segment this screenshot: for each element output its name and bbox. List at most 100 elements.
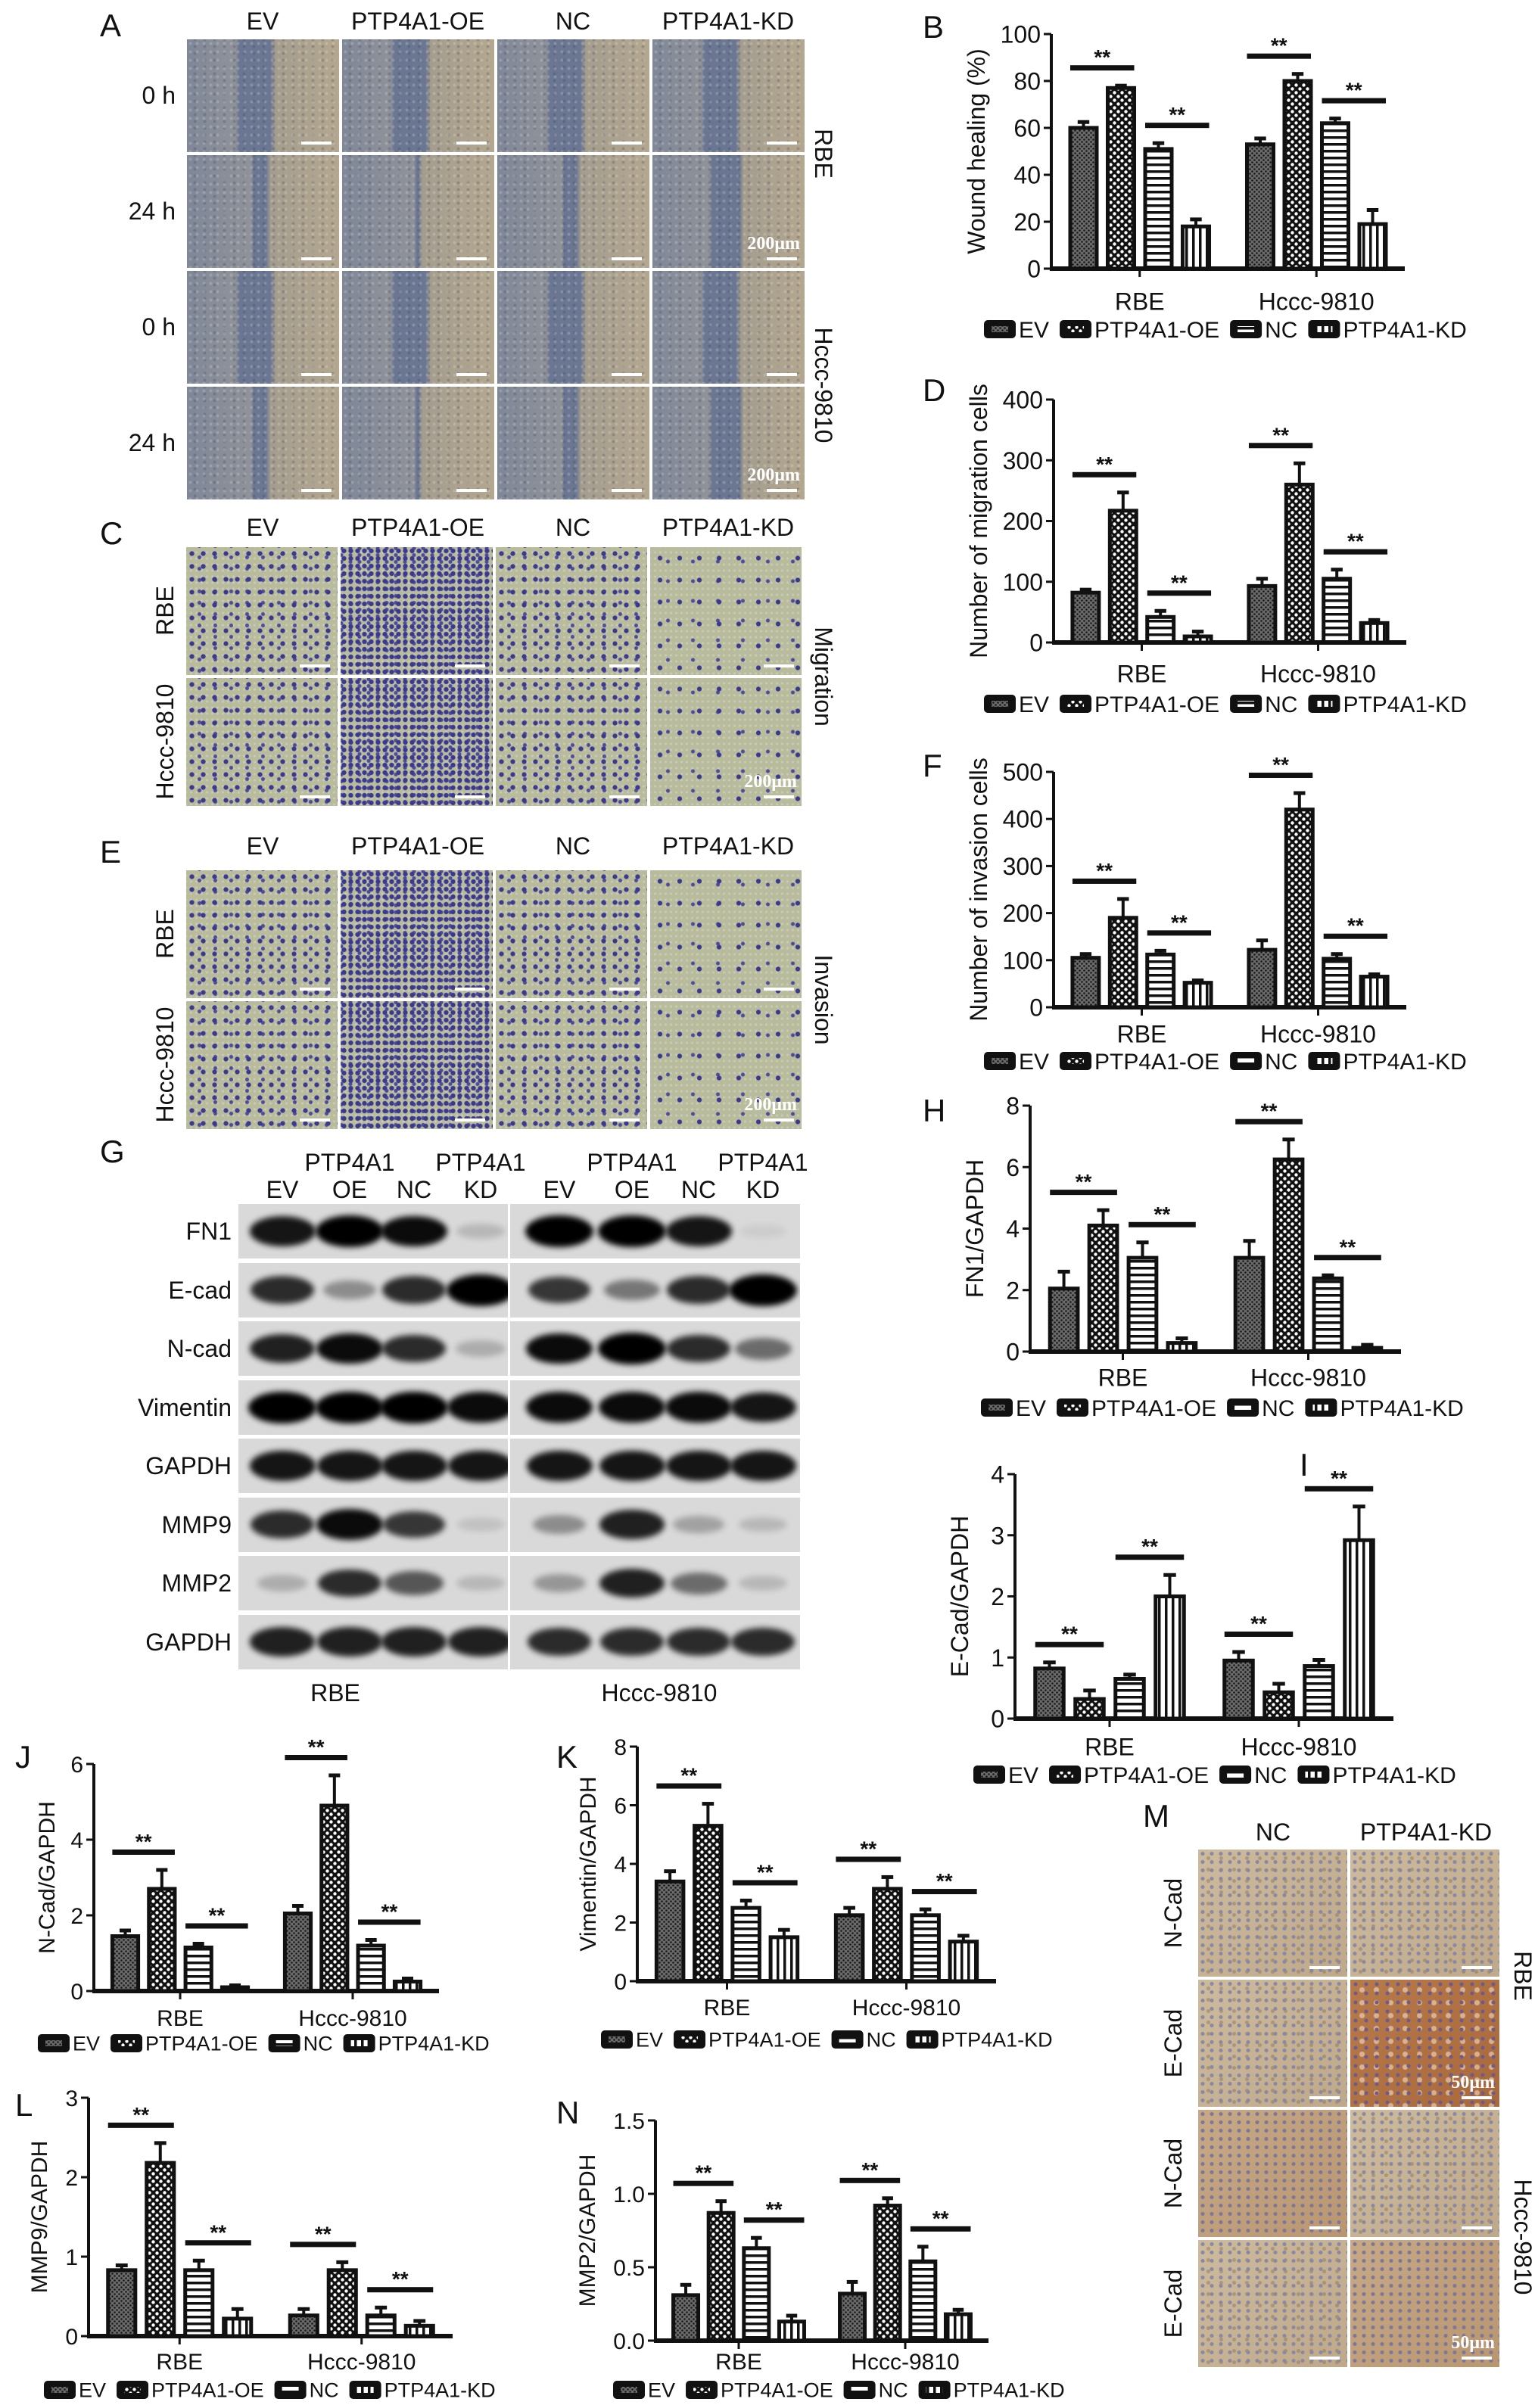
scale-bar-label: 200μm	[744, 1095, 797, 1115]
significance-label: **	[1094, 45, 1110, 69]
significance-bracket	[1147, 590, 1212, 596]
cell-line-label: Hccc-9810	[810, 327, 837, 443]
wound-image: 200μm	[652, 155, 805, 268]
category-label: Hccc-9810	[307, 2350, 416, 2375]
scale-bar	[456, 489, 487, 492]
wound-image	[497, 387, 649, 499]
stain-label: N-Cad	[1160, 2138, 1187, 2209]
legend-label: PTP4A1-OE	[151, 2379, 264, 2402]
significance-bracket	[358, 1919, 421, 1925]
bar-nc	[1322, 957, 1353, 1010]
legend-label: PTP4A1-OE	[1094, 692, 1219, 717]
y-tick-label: 100	[1003, 947, 1043, 974]
legend-label: PTP4A1-OE	[1094, 1050, 1219, 1075]
protein-band	[525, 1215, 593, 1247]
bar-ev	[110, 1934, 141, 1993]
bar-ptp4a1-kd	[1180, 224, 1212, 271]
legend-label: NC	[879, 2379, 908, 2402]
lane-label: KD	[746, 1176, 780, 1203]
protein-band	[599, 1568, 665, 1598]
wound-image	[497, 39, 649, 152]
blot-strip	[238, 1614, 508, 1669]
legend-label: PTP4A1-OE	[708, 2029, 821, 2052]
significance-label: **	[1272, 423, 1289, 446]
category-label: Hccc-9810	[852, 1996, 960, 2021]
protein-band	[251, 1276, 314, 1304]
bar-ptp4a1-oe	[1284, 482, 1315, 645]
wound-image	[342, 155, 494, 268]
scale-bar-label: 50μm	[1451, 2073, 1495, 2092]
significance-bracket	[1129, 1221, 1196, 1227]
bar-ptp4a1-oe	[1107, 916, 1138, 1010]
significance-label: **	[695, 2161, 711, 2185]
y-tick-label: 40	[1013, 162, 1041, 189]
significance-label: **	[1346, 79, 1362, 102]
scale-bar	[1462, 2357, 1492, 2360]
y-tick-label: 1	[991, 1644, 1004, 1672]
y-axis-label: Wound healing (%)	[963, 48, 990, 254]
ihc-image	[1198, 2110, 1347, 2237]
scale-bar	[1309, 2096, 1340, 2099]
protein-band	[673, 1516, 724, 1533]
chart-H: H 0 2 4 6 8 FN1/GAPDH RBE Hccc-9810 ** ** ** ** EV PTP…	[923, 1093, 1464, 1421]
column-header: EV	[246, 514, 279, 541]
protein-band	[248, 1391, 316, 1423]
scale-bar	[300, 664, 331, 667]
stain-label: E-Cad	[1160, 2008, 1187, 2078]
category-label: Hccc-9810	[1260, 661, 1376, 688]
significance-bracket	[1072, 471, 1137, 478]
protein-band	[250, 1333, 315, 1364]
ihc-image	[1350, 1850, 1499, 1977]
scale-bar	[764, 664, 794, 667]
chart-F: F 0 100 200 300 400 500 Number of invasion cell…	[923, 748, 1467, 1075]
blot-strip	[510, 1497, 800, 1552]
y-axis-label: E-Cad/GAPDH	[946, 1516, 973, 1677]
bar-ev	[1033, 1666, 1066, 1721]
legend-label: EV	[1016, 1396, 1046, 1421]
y-tick-label: 80	[1013, 68, 1041, 95]
transwell-image	[495, 1001, 647, 1129]
y-tick-label: 6	[1006, 1154, 1020, 1181]
significance-label: **	[1331, 1467, 1347, 1490]
category-label: RBE	[704, 1996, 751, 2021]
lane-label: NC	[680, 1176, 717, 1203]
significance-label: **	[1076, 1170, 1092, 1193]
protein-band	[667, 1334, 730, 1363]
protein-band	[456, 1517, 505, 1532]
protein-band	[382, 1334, 446, 1363]
significance-label: **	[308, 1735, 325, 1759]
bar-ptp4a1-oe	[1087, 1223, 1119, 1354]
transwell-image	[495, 678, 647, 806]
blot-strip	[510, 1439, 800, 1493]
chart-D: D 0 100 200 300 400 Number of migration cells R…	[923, 372, 1467, 717]
column-header: PTP4A1-OE	[350, 8, 485, 35]
row-label: 0 h	[142, 313, 176, 341]
legend-swatch-pattern	[1064, 1405, 1082, 1411]
category-label: RBE	[715, 2350, 762, 2375]
significance-bracket	[836, 1856, 901, 1862]
ihc-image	[1198, 1980, 1347, 2107]
chart-K: K 0 2 4 6 8 Vimentin/GAPDH RBE Hccc-9810 ** ** ** **…	[556, 1735, 1053, 2052]
legend-label: NC	[1265, 318, 1297, 343]
protein-band	[525, 1333, 593, 1364]
significance-bracket	[1069, 65, 1135, 71]
y-tick-label: 100	[1003, 568, 1043, 596]
protein-band	[456, 1340, 506, 1357]
significance-bracket	[1323, 549, 1388, 555]
y-tick-label: 4	[614, 1853, 627, 1878]
bar-ptp4a1-oe	[1107, 509, 1138, 645]
assay-label: Invasion	[810, 954, 837, 1045]
protein-band	[525, 1392, 593, 1423]
legend-swatch-pattern	[693, 2387, 711, 2393]
protein-band	[729, 1274, 797, 1306]
legend-swatch-pattern	[1238, 1058, 1255, 1064]
bar-ptp4a1-kd	[943, 2312, 973, 2343]
bar-ev	[1233, 1255, 1266, 1354]
y-tick-label: 0	[1029, 630, 1043, 657]
blot-strip	[238, 1204, 508, 1258]
significance-bracket	[1304, 1486, 1374, 1492]
y-axis-label: Number of invasion cells	[965, 758, 992, 1022]
wound-image	[187, 39, 339, 152]
wound-image	[652, 271, 805, 384]
scale-bar	[767, 373, 797, 376]
